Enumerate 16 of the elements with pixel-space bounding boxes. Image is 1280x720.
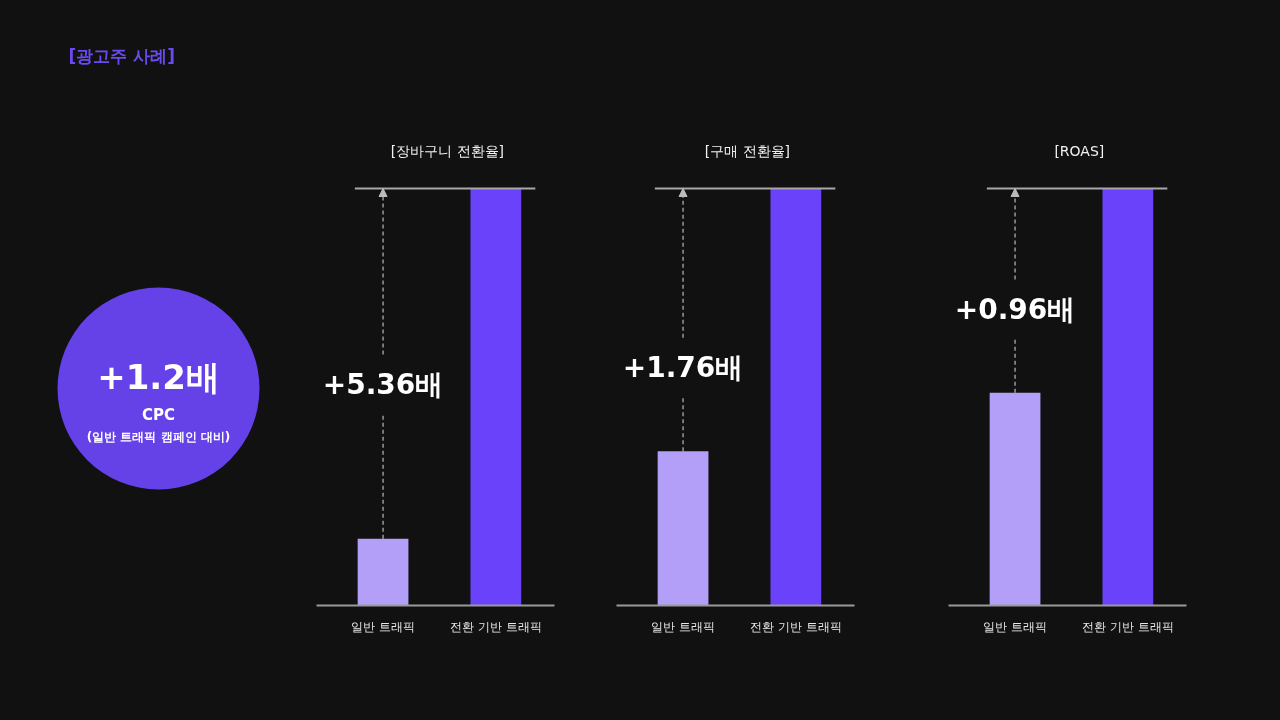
x-tick-label: 일반 트래픽 [351,619,415,634]
chart-title: [ROAS] [1054,142,1105,159]
annotation: +0.96배 [954,292,1076,326]
chart-title: [장바구니 전환율] [390,142,505,159]
text: [광고주 사례] [68,45,175,66]
x-tick-label: 일반 트래픽 [651,619,715,634]
text: +1.2배 [97,356,220,397]
x-tick-label: 전환 기반 트래픽 [1082,619,1174,634]
x-tick-label: 전환 기반 트래픽 [450,619,542,634]
x-tick-label: 일반 트래픽 [983,619,1047,634]
text: (일반 트래픽 캠페인 대비) [86,429,231,444]
chart-title: [구매 전환율] [704,142,791,159]
annotation: +1.76배 [622,351,744,385]
annotation: +5.36배 [322,367,444,401]
text: CPC [141,405,176,424]
x-tick-label: 전환 기반 트래픽 [750,619,842,634]
